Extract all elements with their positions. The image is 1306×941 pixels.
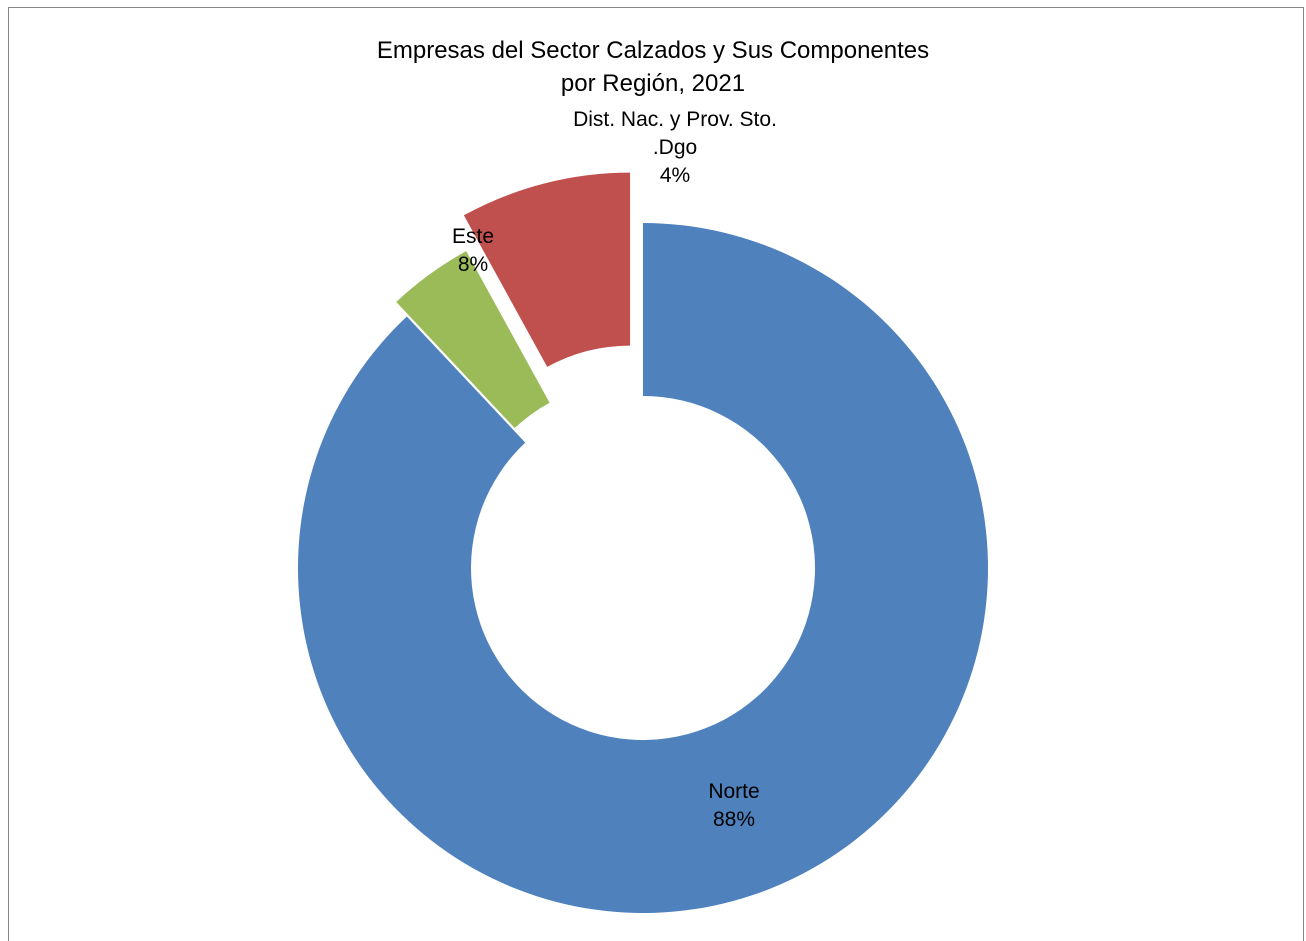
slice-label-3: Este 8%	[452, 225, 494, 276]
chart-title-line-1: Empresas del Sector Calzados y Sus Compo…	[376, 37, 930, 64]
chart-title: Empresas del Sector Calzados y Sus Compo…	[0, 34, 1306, 100]
chart-title-line-2: por Región, 2021	[560, 70, 746, 97]
slice-label-1: Norte 88%	[708, 780, 759, 831]
slice-label-2: Dist. Nac. y Prov. Sto. .Dgo 4%	[573, 108, 777, 187]
donut-slice-1	[298, 223, 988, 913]
donut-slice-3	[463, 172, 631, 367]
donut-slice-2	[396, 251, 550, 429]
